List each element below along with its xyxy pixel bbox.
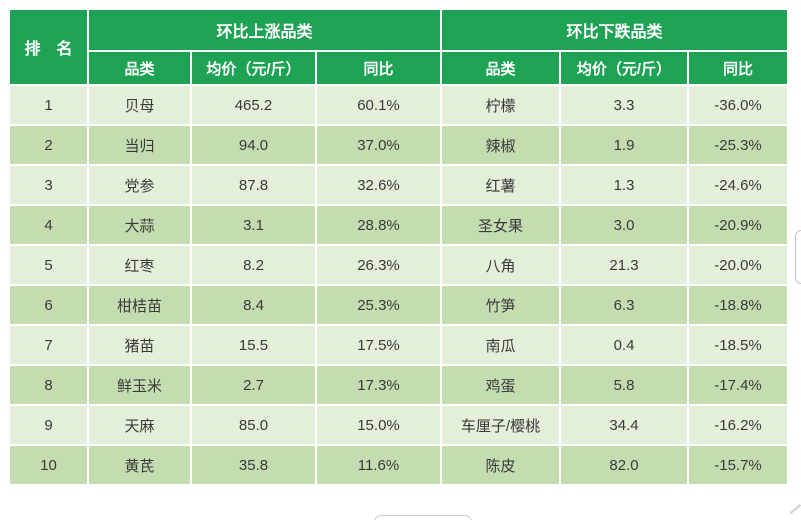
up-yoy-cell: 37.0%	[315, 124, 442, 166]
up-category-cell: 鲜玉米	[87, 364, 192, 406]
up-category-cell: 党参	[87, 164, 192, 206]
down-price-cell: 21.3	[559, 244, 689, 286]
down-yoy-cell: -25.3%	[687, 124, 789, 166]
rank-cell: 7	[8, 324, 89, 366]
down-yoy-cell: -16.2%	[687, 404, 789, 446]
down-section-header: 环比下跌品类	[440, 8, 789, 52]
up-category-cell: 贝母	[87, 84, 192, 126]
rank-cell: 5	[8, 244, 89, 286]
down-category-cell: 鸡蛋	[440, 364, 561, 406]
up-col-yoy: 同比	[315, 50, 442, 86]
rank-cell: 1	[8, 84, 89, 126]
down-category-cell: 车厘子/樱桃	[440, 404, 561, 446]
down-price-cell: 3.3	[559, 84, 689, 126]
up-yoy-cell: 26.3%	[315, 244, 442, 286]
down-price-cell: 5.8	[559, 364, 689, 406]
up-category-cell: 天麻	[87, 404, 192, 446]
rank-cell: 6	[8, 284, 89, 326]
down-col-avg-price: 均价（元/斤）	[559, 50, 689, 86]
up-price-cell: 3.1	[190, 204, 317, 246]
down-yoy-cell: -18.5%	[687, 324, 789, 366]
table-row: 2 当归 94.0 37.0% 辣椒 1.9 -25.3%	[8, 124, 789, 166]
up-category-cell: 猪苗	[87, 324, 192, 366]
down-price-cell: 1.9	[559, 124, 689, 166]
up-price-cell: 85.0	[190, 404, 317, 446]
up-price-cell: 35.8	[190, 444, 317, 486]
table-row: 5 红枣 8.2 26.3% 八角 21.3 -20.0%	[8, 244, 789, 286]
down-yoy-cell: -20.9%	[687, 204, 789, 246]
up-price-cell: 465.2	[190, 84, 317, 126]
table-row: 8 鲜玉米 2.7 17.3% 鸡蛋 5.8 -17.4%	[8, 364, 789, 406]
up-category-cell: 黄芪	[87, 444, 192, 486]
rank-cell: 9	[8, 404, 89, 446]
rank-cell: 3	[8, 164, 89, 206]
rank-cell: 10	[8, 444, 89, 486]
down-category-cell: 南瓜	[440, 324, 561, 366]
down-price-cell: 34.4	[559, 404, 689, 446]
bottom-edge-widget-fragment[interactable]	[374, 515, 472, 520]
table-row: 1 贝母 465.2 60.1% 柠檬 3.3 -36.0%	[8, 84, 789, 126]
up-price-cell: 15.5	[190, 324, 317, 366]
table-row: 10 黄芪 35.8 11.6% 陈皮 82.0 -15.7%	[8, 444, 789, 486]
down-yoy-cell: -15.7%	[687, 444, 789, 486]
up-yoy-cell: 25.3%	[315, 284, 442, 326]
down-price-cell: 1.3	[559, 164, 689, 206]
up-price-cell: 8.2	[190, 244, 317, 286]
rank-cell: 8	[8, 364, 89, 406]
up-col-avg-price: 均价（元/斤）	[190, 50, 317, 86]
up-yoy-cell: 32.6%	[315, 164, 442, 206]
down-yoy-cell: -36.0%	[687, 84, 789, 126]
up-price-cell: 94.0	[190, 124, 317, 166]
down-category-cell: 陈皮	[440, 444, 561, 486]
down-category-cell: 圣女果	[440, 204, 561, 246]
scrollbar-thumb[interactable]	[795, 230, 801, 284]
down-price-cell: 3.0	[559, 204, 689, 246]
up-category-cell: 红枣	[87, 244, 192, 286]
corner-resize-mark	[789, 504, 801, 514]
down-category-cell: 八角	[440, 244, 561, 286]
down-col-category: 品类	[440, 50, 561, 86]
rank-cell: 2	[8, 124, 89, 166]
down-category-cell: 竹笋	[440, 284, 561, 326]
up-yoy-cell: 11.6%	[315, 444, 442, 486]
down-yoy-cell: -20.0%	[687, 244, 789, 286]
down-category-cell: 辣椒	[440, 124, 561, 166]
down-category-cell: 红薯	[440, 164, 561, 206]
price-comparison-table: 排 名 环比上涨品类 环比下跌品类 品类 均价（元/斤） 同比 品类 均价（元/…	[8, 8, 789, 486]
up-col-category: 品类	[87, 50, 192, 86]
up-section-header: 环比上涨品类	[87, 8, 442, 52]
up-yoy-cell: 15.0%	[315, 404, 442, 446]
up-price-cell: 2.7	[190, 364, 317, 406]
up-category-cell: 柑桔苗	[87, 284, 192, 326]
down-yoy-cell: -17.4%	[687, 364, 789, 406]
down-price-cell: 0.4	[559, 324, 689, 366]
down-price-cell: 6.3	[559, 284, 689, 326]
up-yoy-cell: 17.5%	[315, 324, 442, 366]
up-price-cell: 87.8	[190, 164, 317, 206]
rank-header: 排 名	[8, 8, 89, 86]
down-price-cell: 82.0	[559, 444, 689, 486]
up-category-cell: 当归	[87, 124, 192, 166]
down-yoy-cell: -18.8%	[687, 284, 789, 326]
up-category-cell: 大蒜	[87, 204, 192, 246]
up-yoy-cell: 28.8%	[315, 204, 442, 246]
table-row: 6 柑桔苗 8.4 25.3% 竹笋 6.3 -18.8%	[8, 284, 789, 326]
up-yoy-cell: 17.3%	[315, 364, 442, 406]
up-price-cell: 8.4	[190, 284, 317, 326]
table-row: 9 天麻 85.0 15.0% 车厘子/樱桃 34.4 -16.2%	[8, 404, 789, 446]
table-row: 7 猪苗 15.5 17.5% 南瓜 0.4 -18.5%	[8, 324, 789, 366]
table-row: 4 大蒜 3.1 28.8% 圣女果 3.0 -20.9%	[8, 204, 789, 246]
table-row: 3 党参 87.8 32.6% 红薯 1.3 -24.6%	[8, 164, 789, 206]
rank-cell: 4	[8, 204, 89, 246]
up-yoy-cell: 60.1%	[315, 84, 442, 126]
down-category-cell: 柠檬	[440, 84, 561, 126]
down-col-yoy: 同比	[687, 50, 789, 86]
down-yoy-cell: -24.6%	[687, 164, 789, 206]
